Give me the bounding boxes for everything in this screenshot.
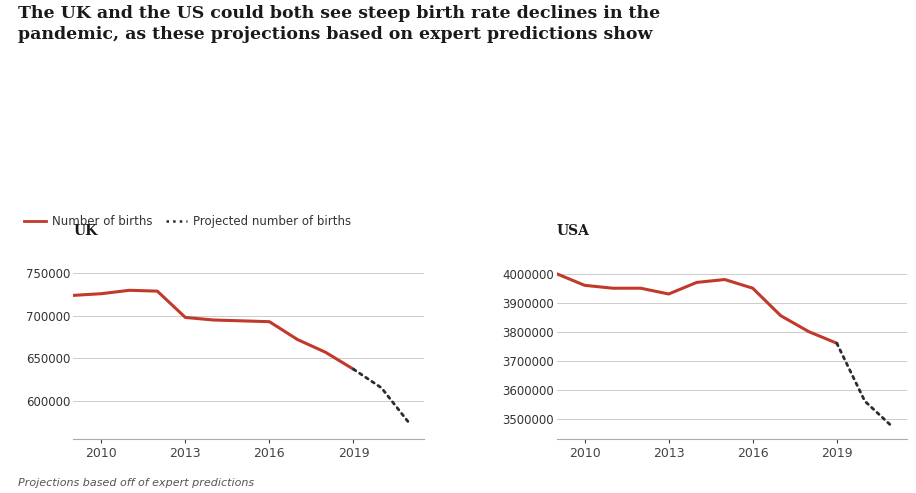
Legend: Number of births, Projected number of births: Number of births, Projected number of bi… <box>19 211 356 233</box>
Text: USA: USA <box>557 223 590 238</box>
Text: The UK and the US could both see steep birth rate declines in the
pandemic, as t: The UK and the US could both see steep b… <box>18 5 660 43</box>
Text: Projections based off of expert predictions: Projections based off of expert predicti… <box>18 478 255 488</box>
Text: UK: UK <box>73 223 98 238</box>
